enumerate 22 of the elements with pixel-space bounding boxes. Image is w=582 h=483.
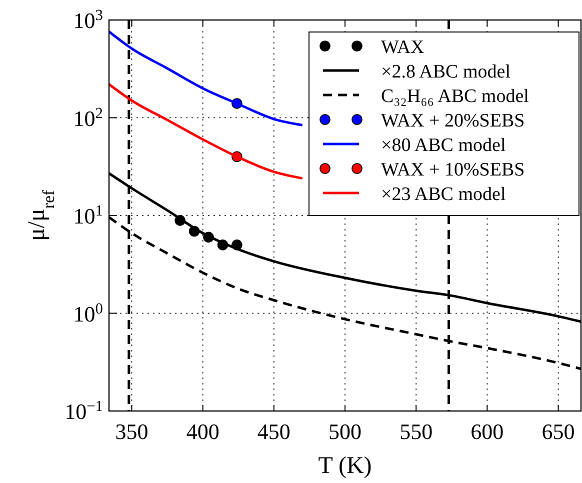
x-tick-label: 400 bbox=[186, 419, 220, 444]
legend-label: ×80 ABC model bbox=[381, 135, 506, 156]
legend-label: C₃₂H₆₆ ABC model bbox=[381, 86, 529, 107]
y-tick-label: 10$^{0}$ bbox=[73, 300, 104, 326]
legend-label: ×23 ABC model bbox=[381, 184, 506, 205]
x-tick-label: 600 bbox=[470, 419, 504, 444]
x-tick-label: 650 bbox=[542, 419, 575, 444]
line-series bbox=[109, 30, 304, 126]
x-axis-title: T (K) bbox=[318, 453, 372, 479]
legend-label: WAX + 10%SEBS bbox=[381, 160, 525, 180]
legend-label: WAX bbox=[381, 37, 425, 58]
y-tick-label: 10$^{−1}$ bbox=[64, 398, 103, 424]
y-tick-label: 10$^{1}$ bbox=[73, 202, 103, 228]
x-tick-label: 350 bbox=[115, 419, 148, 444]
legend-label: ×2.8 ABC model bbox=[381, 62, 510, 82]
y-tick-label: 10$^{2}$ bbox=[73, 104, 103, 131]
legend-label: WAX + 20%SEBS bbox=[381, 110, 525, 132]
x-tick-label: 550 bbox=[400, 419, 433, 444]
x-tick-label: 450 bbox=[257, 419, 290, 444]
y-tick-label: 10$^{3}$ bbox=[73, 6, 104, 33]
line-series bbox=[109, 83, 304, 180]
x-tick-label: 500 bbox=[328, 419, 362, 444]
